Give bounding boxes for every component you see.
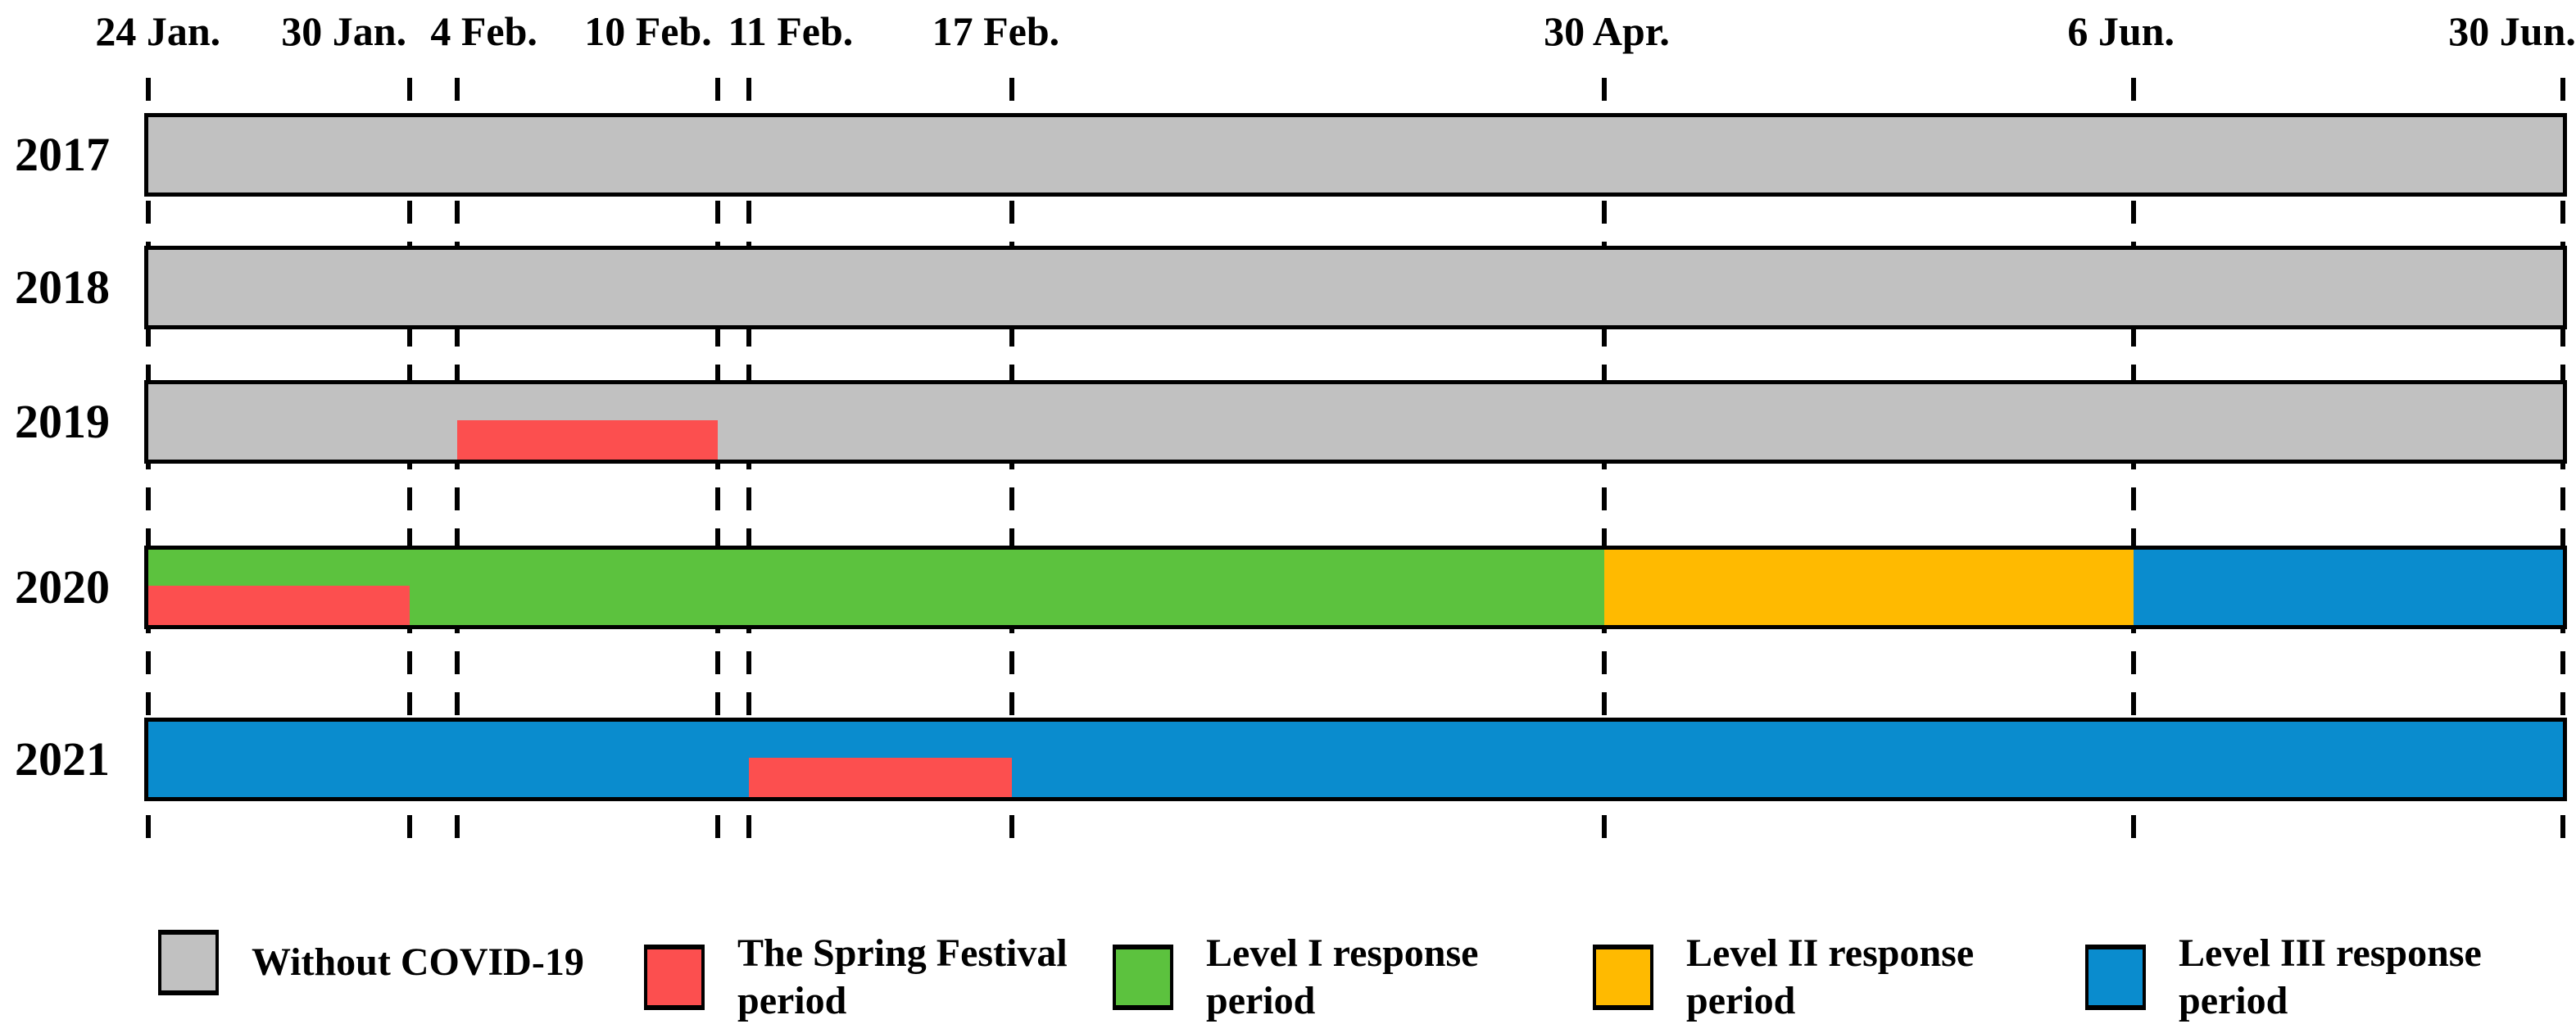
legend-swatch-blue — [2085, 945, 2146, 1010]
axis-tick-label-17-feb: 17 Feb. — [932, 8, 1060, 54]
segment-gray — [148, 250, 2563, 325]
year-label-2020: 2020 — [15, 560, 110, 614]
year-label-2019: 2019 — [15, 395, 110, 448]
axis-tick-label-30-jun: 30 Jun. — [2448, 8, 2576, 54]
spring-festival-overlay — [748, 758, 1012, 797]
axis-tick-label-30-jan: 30 Jan. — [281, 8, 407, 54]
year-label-2021: 2021 — [15, 732, 110, 786]
timeline-bar-2019 — [144, 380, 2567, 464]
timeline-bar-2020 — [144, 546, 2567, 629]
axis-tick-label-24-jan: 24 Jan. — [95, 8, 221, 54]
axis-tick-label-10-feb: 10 Feb. — [584, 8, 712, 54]
year-label-2017: 2017 — [15, 128, 110, 181]
legend-item-level2-response: Level II response period — [1593, 930, 1974, 1024]
legend-label: Without COVID-19 — [252, 940, 584, 984]
spring-festival-overlay — [148, 586, 410, 625]
legend-item-level3-response: Level III response period — [2085, 930, 2482, 1024]
legend-item-without-covid19: Without COVID-19 — [158, 930, 584, 995]
axis-tick-label-30-apr: 30 Apr. — [1544, 8, 1670, 54]
segment-blue — [2134, 550, 2563, 625]
legend-swatch-orange — [1593, 945, 1653, 1010]
segment-gray — [148, 117, 2563, 193]
timeline-bar-2017 — [144, 113, 2567, 197]
axis-tick-label-4-feb: 4 Feb. — [430, 8, 537, 54]
timeline-bar-2018 — [144, 246, 2567, 329]
year-label-2018: 2018 — [15, 261, 110, 314]
legend-label: The Spring Festival period — [737, 931, 1068, 1022]
axis-tick-label-6-jun: 6 Jun. — [2067, 8, 2175, 54]
legend-swatch-green — [1113, 945, 1173, 1010]
legend-item-spring-festival: The Spring Festival period — [644, 930, 1068, 1024]
axis-tick-label-11-feb: 11 Feb. — [728, 8, 854, 54]
legend-swatch-red — [644, 945, 705, 1010]
legend-label: Level I response period — [1206, 931, 1479, 1022]
legend-label: Level III response period — [2179, 931, 2482, 1022]
spring-festival-overlay — [456, 420, 718, 460]
timeline-bar-2021 — [144, 718, 2567, 801]
segment-blue — [148, 722, 2563, 797]
segment-orange — [1604, 550, 2134, 625]
legend-item-level1-response: Level I response period — [1113, 930, 1478, 1024]
legend-label: Level II response period — [1686, 931, 1975, 1022]
legend-swatch-gray — [158, 930, 219, 995]
